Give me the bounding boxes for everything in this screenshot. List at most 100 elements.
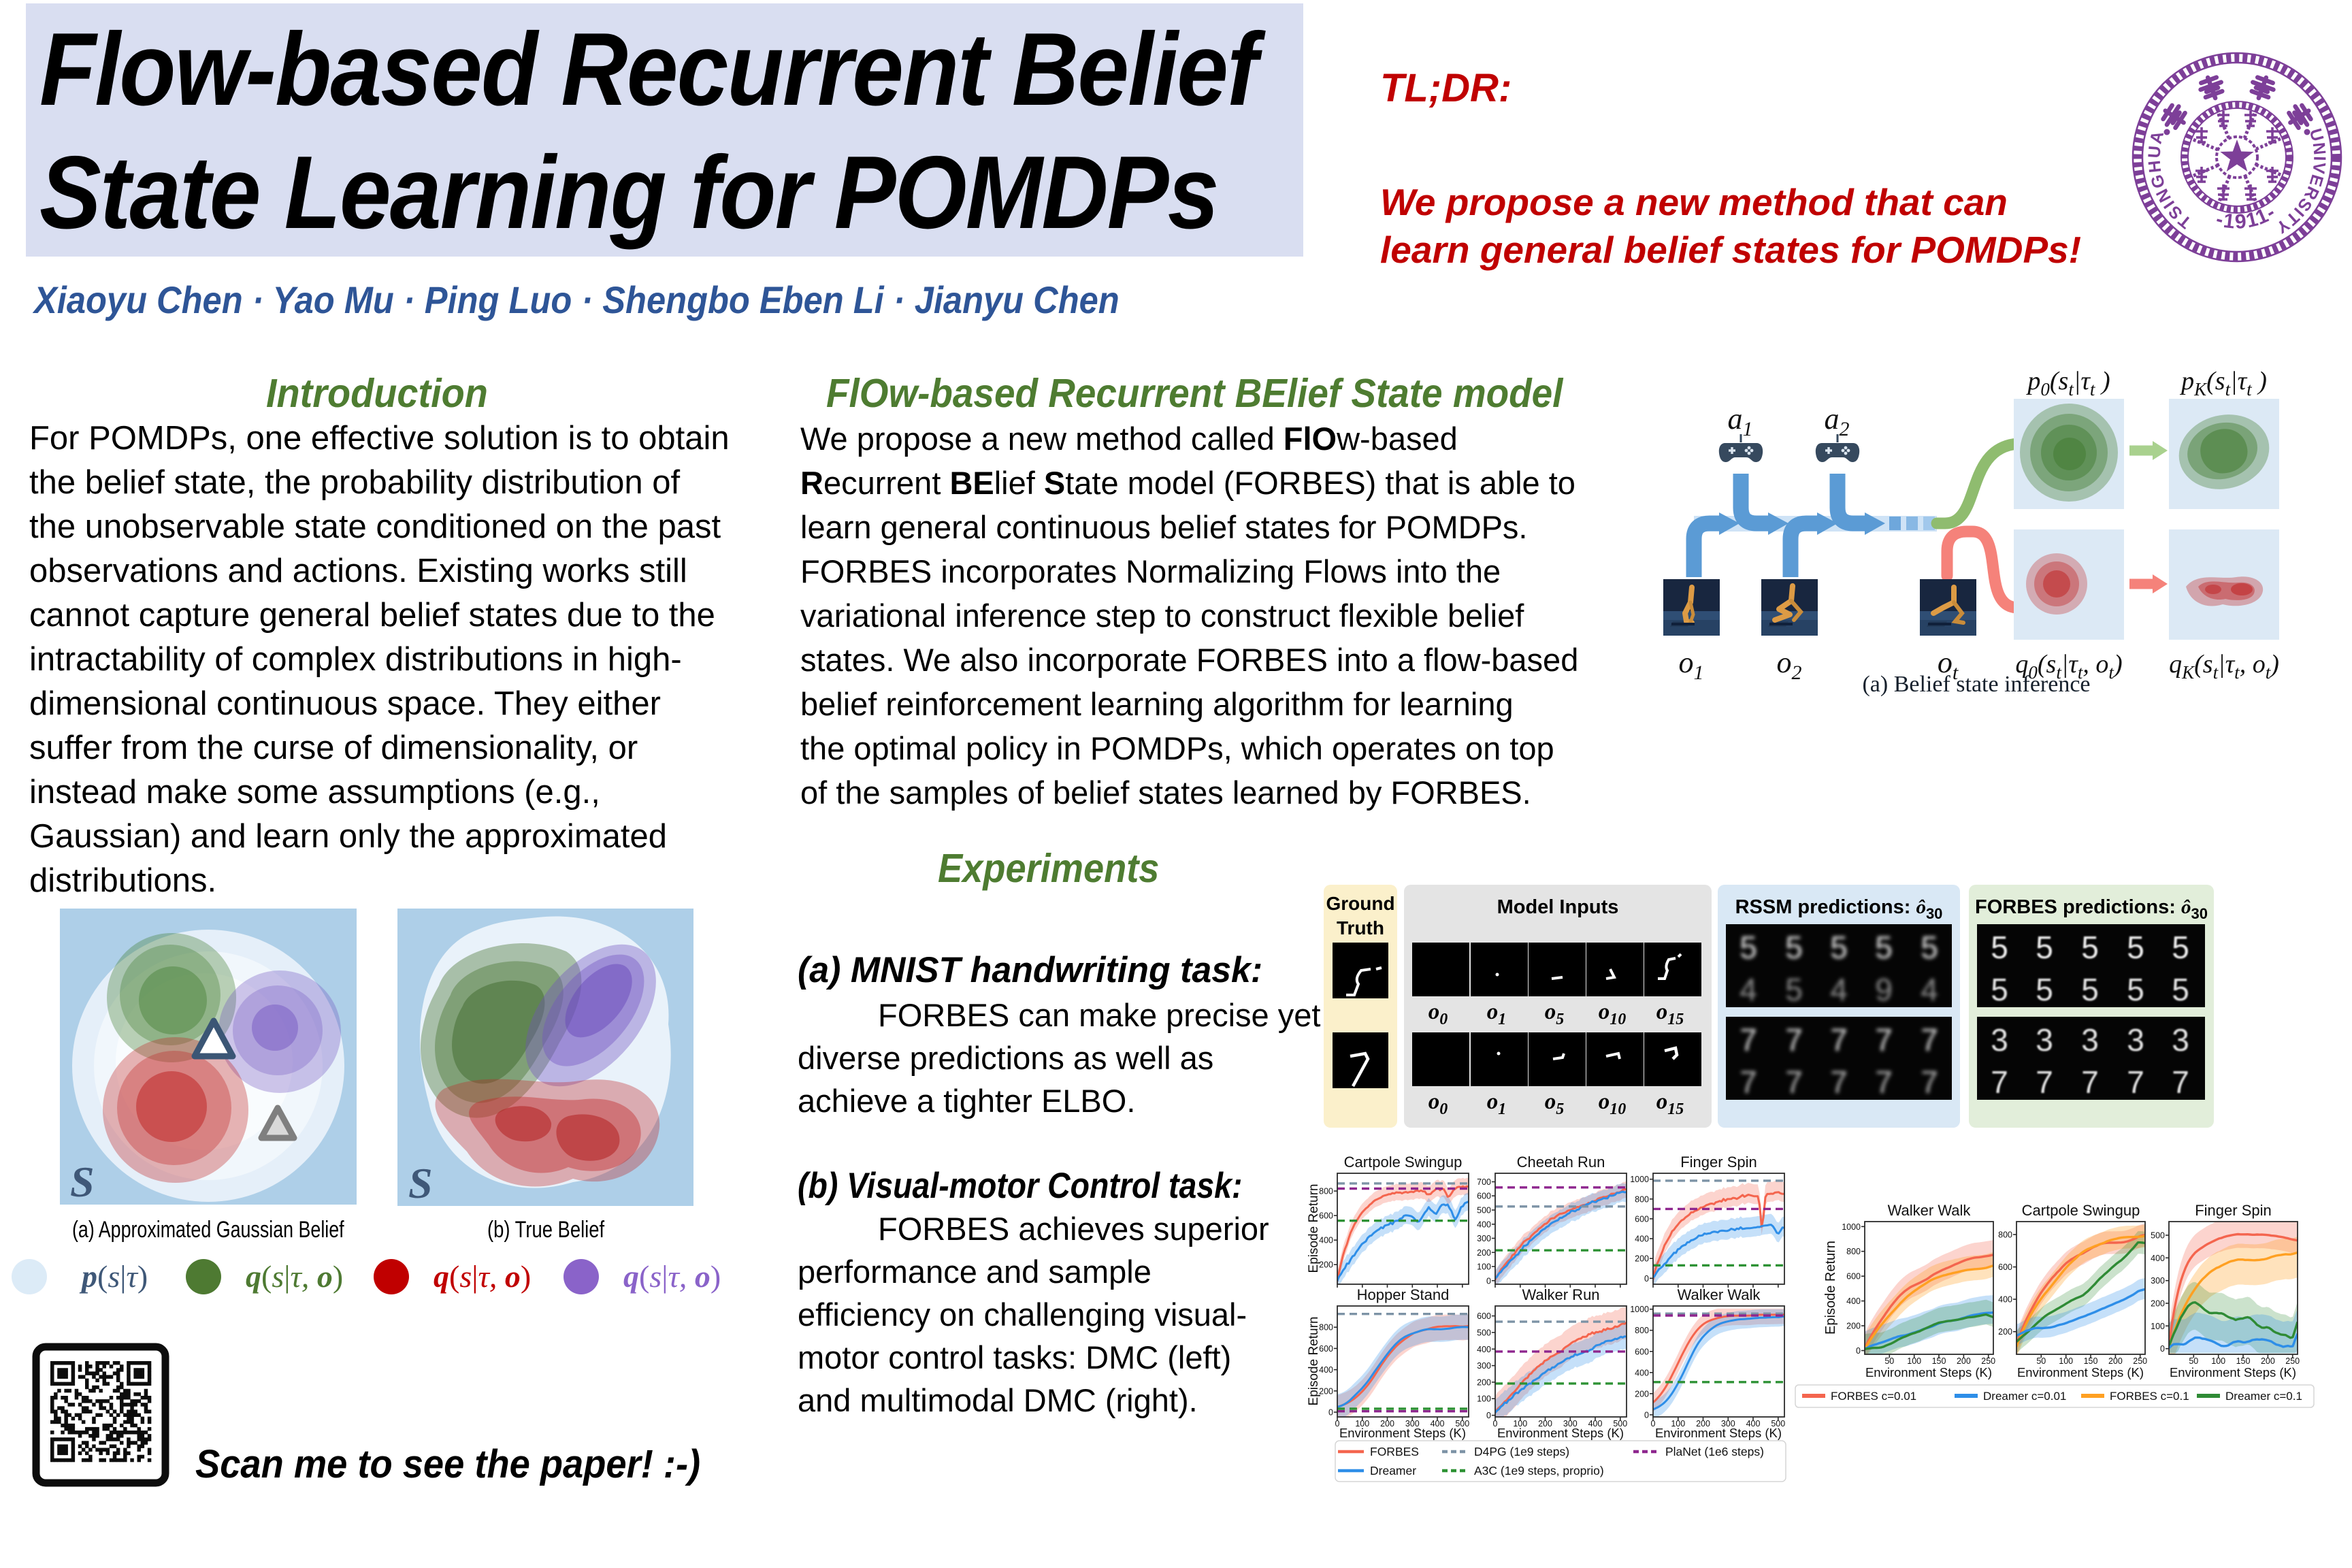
svg-text:600: 600 <box>1635 1214 1649 1224</box>
svg-text:700: 700 <box>1477 1177 1491 1187</box>
svg-text:1000: 1000 <box>1630 1175 1649 1184</box>
svg-text:RSSM predictions: ô30: RSSM predictions: ô30 <box>1735 896 1943 922</box>
svg-text:FORBES c=0.1: FORBES c=0.1 <box>2110 1390 2189 1403</box>
svg-text:50: 50 <box>2189 1356 2198 1366</box>
svg-text:600: 600 <box>1998 1262 2012 1272</box>
svg-text:Episode Return: Episode Return <box>1823 1241 1838 1335</box>
svg-text:400: 400 <box>1588 1419 1603 1428</box>
svg-text:500: 500 <box>1477 1206 1491 1215</box>
svg-text:500: 500 <box>2151 1231 2165 1241</box>
svg-text:200: 200 <box>1846 1322 1861 1331</box>
svg-text:0: 0 <box>1644 1410 1649 1420</box>
svg-text:7: 7 <box>1740 1022 1757 1058</box>
svg-text:5: 5 <box>1785 930 1803 965</box>
svg-text:800: 800 <box>1319 1323 1333 1333</box>
svg-text:Ground: Ground <box>1326 893 1394 914</box>
svg-text:100: 100 <box>2211 1356 2225 1366</box>
svg-text:0: 0 <box>2160 1344 2165 1354</box>
svg-text:400: 400 <box>1431 1419 1445 1428</box>
svg-text:200: 200 <box>1319 1386 1333 1396</box>
svg-text:5: 5 <box>2127 930 2144 965</box>
svg-text:5: 5 <box>2036 930 2053 965</box>
svg-text:200: 200 <box>1538 1419 1552 1428</box>
svg-text:500: 500 <box>1455 1419 1469 1428</box>
svg-text:Environment Steps (K): Environment Steps (K) <box>1339 1426 1466 1440</box>
svg-text:200: 200 <box>2108 1356 2123 1366</box>
svg-text:A3C (1e9 steps, proprio): A3C (1e9 steps, proprio) <box>1474 1464 1604 1477</box>
svg-text:5: 5 <box>2081 972 2099 1007</box>
svg-text:400: 400 <box>1319 1365 1333 1375</box>
svg-text:400: 400 <box>2151 1254 2165 1263</box>
svg-text:600: 600 <box>1319 1344 1333 1354</box>
svg-text:9: 9 <box>1875 972 1893 1007</box>
svg-text:7: 7 <box>1921 1064 1938 1100</box>
svg-text:150: 150 <box>1932 1356 1946 1366</box>
svg-text:7: 7 <box>2127 1064 2144 1100</box>
svg-text:7: 7 <box>2081 1064 2099 1100</box>
svg-text:250: 250 <box>1981 1356 1995 1366</box>
svg-text:600: 600 <box>1635 1347 1649 1356</box>
svg-text:0: 0 <box>1644 1274 1649 1284</box>
svg-text:0: 0 <box>1651 1419 1656 1428</box>
svg-text:400: 400 <box>1635 1235 1649 1244</box>
svg-text:0: 0 <box>1856 1346 1861 1356</box>
svg-text:Cartpole Swingup: Cartpole Swingup <box>1344 1154 1463 1171</box>
svg-text:600: 600 <box>1319 1211 1333 1221</box>
svg-text:FORBES: FORBES <box>1370 1445 1419 1458</box>
svg-text:5: 5 <box>1785 972 1803 1007</box>
svg-text:300: 300 <box>1477 1234 1491 1243</box>
svg-text:Walker Walk: Walker Walk <box>1678 1286 1761 1303</box>
svg-text:100: 100 <box>1907 1356 1921 1366</box>
svg-text:Dreamer c=0.01: Dreamer c=0.01 <box>1983 1390 2066 1403</box>
svg-text:0: 0 <box>1486 1411 1491 1420</box>
svg-text:500: 500 <box>1613 1419 1627 1428</box>
svg-text:5: 5 <box>2127 972 2144 1007</box>
svg-text:Dreamer c=0.1: Dreamer c=0.1 <box>2225 1390 2302 1403</box>
svg-text:400: 400 <box>1998 1295 2012 1305</box>
svg-text:200: 200 <box>1635 1254 1649 1264</box>
svg-text:400: 400 <box>1477 1345 1491 1354</box>
svg-text:100: 100 <box>2151 1322 2165 1331</box>
svg-text:7: 7 <box>2036 1064 2053 1100</box>
svg-text:7: 7 <box>1921 1022 1938 1058</box>
svg-text:a2: a2 <box>1825 402 1850 440</box>
svg-text:5: 5 <box>2036 972 2053 1007</box>
svg-text:100: 100 <box>1355 1419 1369 1428</box>
svg-text:300: 300 <box>2151 1276 2165 1286</box>
svg-text:100: 100 <box>2059 1356 2073 1366</box>
svg-text:Hopper Stand: Hopper Stand <box>1357 1286 1450 1303</box>
svg-text:4: 4 <box>1921 972 1938 1007</box>
svg-text:Model Inputs: Model Inputs <box>1497 896 1619 918</box>
svg-text:150: 150 <box>2236 1356 2251 1366</box>
svg-text:Truth: Truth <box>1337 917 1384 938</box>
svg-text:400: 400 <box>1746 1419 1761 1428</box>
svg-text:600: 600 <box>1846 1272 1861 1281</box>
svg-text:PlaNet (1e6 steps): PlaNet (1e6 steps) <box>1665 1445 1764 1458</box>
svg-text:Episode Return: Episode Return <box>1307 1317 1321 1406</box>
svg-text:3: 3 <box>1991 1022 2008 1058</box>
svg-text:7: 7 <box>1991 1064 2008 1100</box>
svg-text:3: 3 <box>2127 1022 2144 1058</box>
svg-text:7: 7 <box>1875 1064 1893 1100</box>
svg-text:3: 3 <box>2081 1022 2099 1058</box>
svg-text:4: 4 <box>1740 972 1757 1007</box>
svg-text:250: 250 <box>2285 1356 2300 1366</box>
svg-text:Environment Steps (K): Environment Steps (K) <box>2170 1365 2296 1379</box>
svg-text:50: 50 <box>2036 1356 2046 1366</box>
svg-text:UNIVERSITY: UNIVERSITY <box>2272 127 2330 238</box>
svg-text:4: 4 <box>1830 972 1848 1007</box>
svg-text:(a) Belief state inference: (a) Belief state inference <box>1862 672 2090 697</box>
svg-text:Episode Return: Episode Return <box>1307 1184 1321 1273</box>
svg-text:100: 100 <box>1513 1419 1527 1428</box>
svg-text:200: 200 <box>2151 1299 2165 1309</box>
svg-text:50: 50 <box>1884 1356 1894 1366</box>
svg-text:7: 7 <box>1785 1064 1803 1100</box>
svg-text:800: 800 <box>1635 1326 1649 1335</box>
svg-text:Environment Steps (K): Environment Steps (K) <box>1497 1426 1624 1440</box>
svg-text:FORBES c=0.01: FORBES c=0.01 <box>1831 1390 1916 1403</box>
svg-text:FORBES predictions: ô30: FORBES predictions: ô30 <box>1975 896 2208 922</box>
svg-text:p0(st|τt ): p0(st|τt ) <box>2025 367 2110 399</box>
svg-text:200: 200 <box>1998 1327 2012 1337</box>
svg-text:Environment Steps (K): Environment Steps (K) <box>1865 1365 1992 1379</box>
svg-text:800: 800 <box>1319 1187 1333 1196</box>
